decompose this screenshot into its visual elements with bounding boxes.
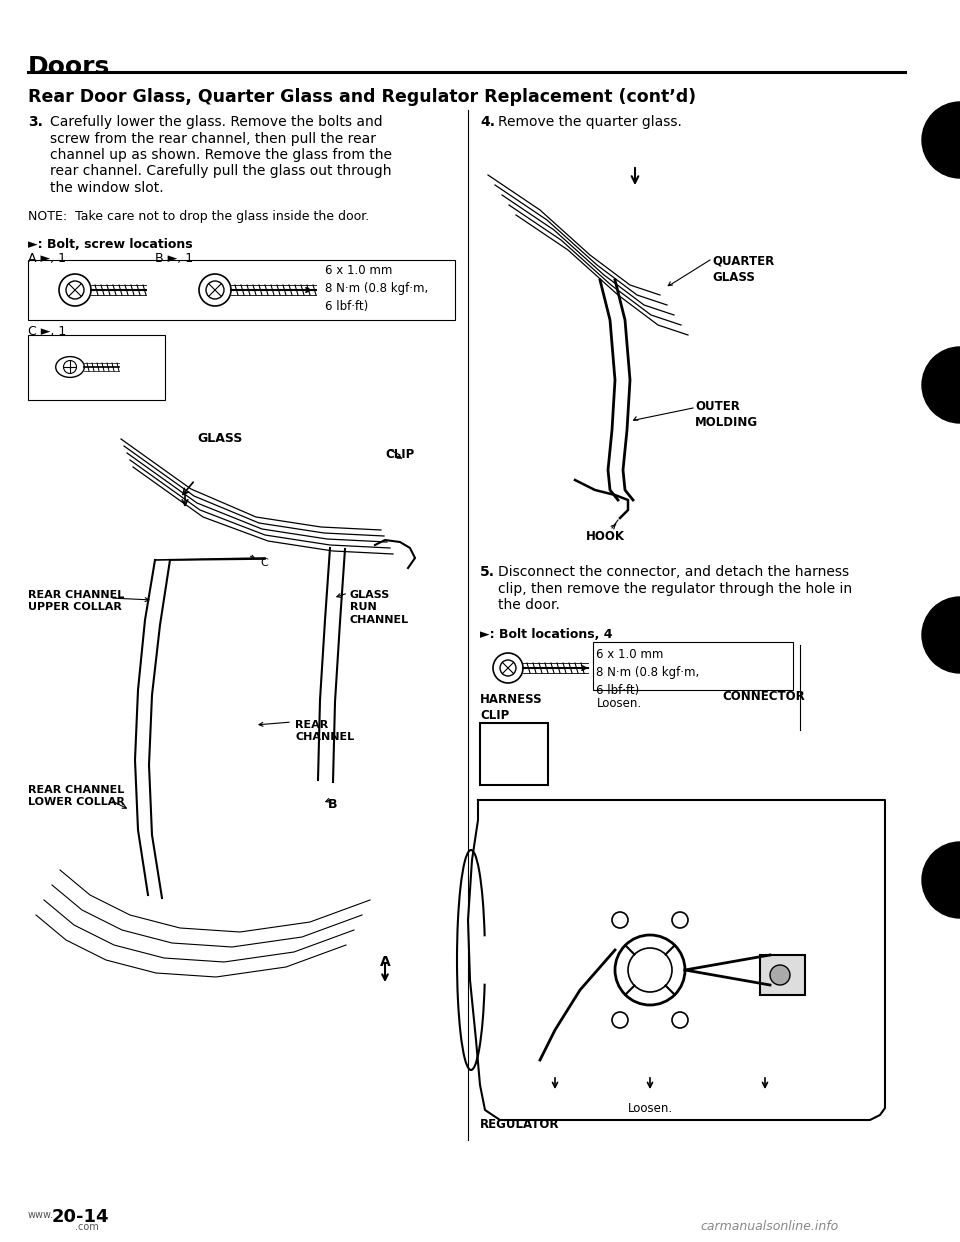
Text: channel up as shown. Remove the glass from the: channel up as shown. Remove the glass fr… bbox=[50, 148, 392, 161]
Text: C ►, 1: C ►, 1 bbox=[28, 325, 66, 338]
Text: Disconnect the connector, and detach the harness: Disconnect the connector, and detach the… bbox=[498, 565, 850, 579]
Text: HOOK: HOOK bbox=[586, 530, 625, 543]
Text: GLASS
RUN
CHANNEL: GLASS RUN CHANNEL bbox=[350, 590, 409, 625]
Text: A: A bbox=[380, 955, 391, 969]
Text: 4.: 4. bbox=[480, 116, 495, 129]
Text: ►: Bolt locations, 4: ►: Bolt locations, 4 bbox=[480, 628, 612, 641]
Text: ►: Bolt, screw locations: ►: Bolt, screw locations bbox=[28, 238, 193, 251]
Text: REAR CHANNEL
UPPER COLLAR: REAR CHANNEL UPPER COLLAR bbox=[28, 590, 124, 612]
Circle shape bbox=[770, 965, 790, 985]
Bar bbox=[480, 723, 548, 785]
Text: the window slot.: the window slot. bbox=[50, 181, 163, 195]
Text: the door.: the door. bbox=[498, 597, 560, 612]
Text: Loosen.: Loosen. bbox=[628, 1102, 673, 1115]
Text: 20-14: 20-14 bbox=[52, 1208, 109, 1226]
Wedge shape bbox=[922, 597, 960, 673]
Wedge shape bbox=[922, 842, 960, 918]
Text: REGULATOR: REGULATOR bbox=[480, 1118, 560, 1131]
Wedge shape bbox=[922, 347, 960, 424]
Text: GLASS: GLASS bbox=[198, 432, 243, 445]
Text: Rear Door Glass, Quarter Glass and Regulator Replacement (cont’d): Rear Door Glass, Quarter Glass and Regul… bbox=[28, 88, 696, 106]
Text: Doors: Doors bbox=[28, 55, 110, 79]
Text: Carefully lower the glass. Remove the bolts and: Carefully lower the glass. Remove the bo… bbox=[50, 116, 383, 129]
Text: CLIP: CLIP bbox=[385, 448, 415, 461]
Bar bbox=[593, 642, 793, 691]
Text: screw from the rear channel, then pull the rear: screw from the rear channel, then pull t… bbox=[50, 132, 376, 145]
Text: clip, then remove the regulator through the hole in: clip, then remove the regulator through … bbox=[498, 581, 852, 595]
Bar bbox=[28, 260, 455, 320]
Text: .com: .com bbox=[75, 1222, 99, 1232]
Text: B ►, 1: B ►, 1 bbox=[155, 252, 193, 265]
Text: REAR
CHANNEL: REAR CHANNEL bbox=[295, 720, 354, 743]
Text: OUTER
MOLDING: OUTER MOLDING bbox=[695, 400, 758, 428]
Text: www.: www. bbox=[28, 1210, 54, 1220]
Text: 6 x 1.0 mm
8 N·m (0.8 kgf·m,
6 lbf·ft): 6 x 1.0 mm 8 N·m (0.8 kgf·m, 6 lbf·ft) bbox=[596, 648, 699, 697]
Text: Loosen.: Loosen. bbox=[597, 697, 642, 710]
Bar bbox=[760, 955, 805, 995]
Text: carmanualsonline.info: carmanualsonline.info bbox=[700, 1220, 838, 1233]
Text: C: C bbox=[260, 558, 268, 568]
Text: NOTE:  Take care not to drop the glass inside the door.: NOTE: Take care not to drop the glass in… bbox=[28, 210, 370, 224]
Text: A ►, 1: A ►, 1 bbox=[28, 252, 66, 265]
Text: REAR CHANNEL
LOWER COLLAR: REAR CHANNEL LOWER COLLAR bbox=[28, 785, 125, 807]
Text: HARNESS
CLIP: HARNESS CLIP bbox=[480, 693, 542, 722]
Text: B: B bbox=[328, 799, 338, 811]
Wedge shape bbox=[922, 102, 960, 178]
Text: 5.: 5. bbox=[480, 565, 495, 579]
Text: CONNECTOR: CONNECTOR bbox=[722, 691, 804, 703]
Text: QUARTER
GLASS: QUARTER GLASS bbox=[712, 255, 775, 284]
Text: 6 x 1.0 mm
8 N·m (0.8 kgf·m,
6 lbf·ft): 6 x 1.0 mm 8 N·m (0.8 kgf·m, 6 lbf·ft) bbox=[325, 265, 428, 313]
Text: Remove the quarter glass.: Remove the quarter glass. bbox=[498, 116, 682, 129]
Text: rear channel. Carefully pull the glass out through: rear channel. Carefully pull the glass o… bbox=[50, 164, 392, 179]
Bar bbox=[28, 335, 165, 400]
Text: 3.: 3. bbox=[28, 116, 43, 129]
